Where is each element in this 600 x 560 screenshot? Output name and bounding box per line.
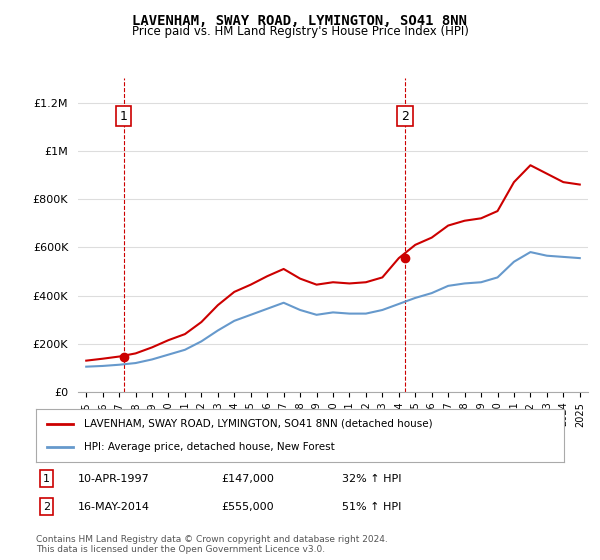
Text: £555,000: £555,000 [221, 502, 274, 512]
Text: LAVENHAM, SWAY ROAD, LYMINGTON, SO41 8NN (detached house): LAVENHAM, SWAY ROAD, LYMINGTON, SO41 8NN… [83, 419, 432, 429]
Text: Price paid vs. HM Land Registry's House Price Index (HPI): Price paid vs. HM Land Registry's House … [131, 25, 469, 38]
Text: £147,000: £147,000 [221, 474, 274, 484]
Text: 16-MAY-2014: 16-MAY-2014 [78, 502, 150, 512]
Text: Contains HM Land Registry data © Crown copyright and database right 2024.
This d: Contains HM Land Registry data © Crown c… [36, 535, 388, 554]
Text: 32% ↑ HPI: 32% ↑ HPI [342, 474, 402, 484]
Text: LAVENHAM, SWAY ROAD, LYMINGTON, SO41 8NN: LAVENHAM, SWAY ROAD, LYMINGTON, SO41 8NN [133, 14, 467, 28]
Text: 1: 1 [119, 110, 128, 123]
Text: 1: 1 [43, 474, 50, 484]
Text: 51% ↑ HPI: 51% ↑ HPI [342, 502, 401, 512]
Text: 10-APR-1997: 10-APR-1997 [78, 474, 150, 484]
Text: 2: 2 [43, 502, 50, 512]
Text: HPI: Average price, detached house, New Forest: HPI: Average price, detached house, New … [83, 442, 334, 452]
Text: 2: 2 [401, 110, 409, 123]
